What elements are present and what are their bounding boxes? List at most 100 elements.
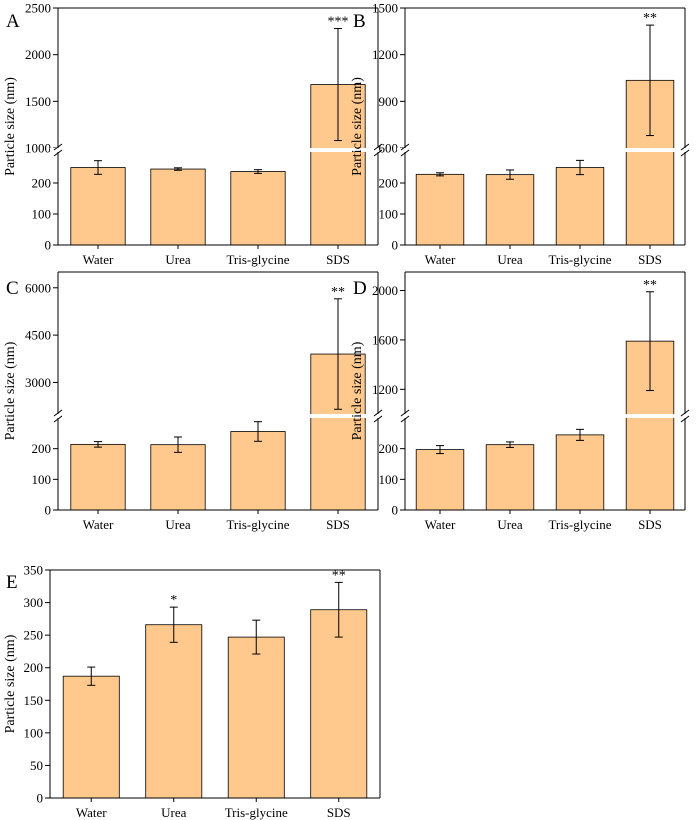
bar — [415, 449, 465, 511]
y-axis-title: Particle size (nm) — [3, 634, 18, 733]
significance-marker: *** — [328, 15, 349, 30]
y-tick-label: 200 — [24, 660, 44, 675]
x-tick-label: Tris-glycine — [225, 805, 288, 820]
bar — [555, 434, 605, 511]
chart-panel-b: Water Urea Tris-glycine ** SDS 0 100 200 600 900 1… — [350, 1, 693, 267]
bar — [70, 167, 126, 246]
y-tick-label: 100 — [24, 725, 44, 740]
significance-marker: ** — [643, 278, 657, 293]
bar — [227, 636, 285, 799]
axis-break-mark — [400, 415, 410, 423]
bar — [70, 443, 126, 511]
bar — [415, 173, 465, 246]
chart-panel-e: Water * Urea Tris-glycine ** SDS 0 50 100 150 200 2… — [3, 563, 381, 820]
y-tick-label: 2000 — [25, 47, 51, 62]
axis-break-mark — [680, 143, 690, 151]
y-tick-label: 200 — [32, 441, 52, 456]
axis-break-mark — [53, 409, 63, 417]
bar — [230, 431, 286, 511]
panel-letter: A — [6, 11, 20, 32]
axis-break-mark — [400, 143, 410, 151]
axis-break-mark — [53, 415, 63, 423]
x-tick-label: Water — [83, 252, 114, 267]
x-tick-label: Urea — [497, 252, 522, 267]
x-tick-label: Tris-glycine — [226, 517, 289, 532]
bar — [230, 171, 286, 246]
chart-panel-a: Water Urea Tris-glycine *** SDS 0 100 200 1000 15… — [3, 1, 386, 267]
axis-break-gap — [397, 414, 693, 418]
panel-letter: B — [353, 11, 366, 32]
y-tick-label: 600 — [379, 141, 399, 156]
axis-break-mark — [680, 149, 690, 157]
x-tick-label: Tris-glycine — [548, 252, 611, 267]
y-tick-label: 0 — [45, 238, 52, 253]
axis-break-mark — [373, 409, 383, 417]
y-axis-title: Particle size (nm) — [350, 341, 365, 440]
x-tick-label: Water — [76, 805, 107, 820]
x-tick-label: Tris-glycine — [548, 517, 611, 532]
x-tick-label: SDS — [327, 805, 351, 820]
x-tick-label: Water — [425, 252, 456, 267]
axis-break-mark — [53, 143, 63, 151]
axis-break-gap — [50, 148, 386, 152]
bar — [150, 168, 206, 246]
axis-break-mark — [680, 415, 690, 423]
y-tick-label: 3000 — [25, 375, 51, 390]
axis-break-mark — [400, 149, 410, 157]
axis-break-mark — [680, 409, 690, 417]
y-axis-title: Particle size (nm) — [3, 77, 18, 176]
axis-break-gap — [50, 414, 386, 418]
chart-panel-d: Water Urea Tris-glycine ** SDS 0 100 200 1200 160… — [350, 271, 693, 532]
y-tick-label: 50 — [30, 758, 43, 773]
y-tick-label: 0 — [392, 503, 399, 518]
x-tick-label: Water — [83, 517, 114, 532]
bar — [62, 675, 120, 799]
y-tick-label: 350 — [24, 563, 44, 578]
x-tick-label: Urea — [161, 805, 186, 820]
y-tick-label: 1000 — [25, 141, 51, 156]
panel-letter: C — [6, 278, 19, 299]
y-axis-title: Particle size (nm) — [3, 341, 18, 440]
y-tick-label: 150 — [24, 693, 44, 708]
y-tick-label: 100 — [32, 207, 52, 222]
significance-marker: ** — [331, 285, 345, 300]
y-tick-label: 4500 — [25, 328, 51, 343]
bar — [145, 624, 203, 799]
y-tick-label: 1500 — [372, 1, 398, 16]
y-tick-label: 300 — [24, 595, 44, 610]
y-tick-label: 0 — [37, 791, 44, 806]
x-tick-label: Urea — [165, 252, 190, 267]
y-tick-label: 1500 — [25, 94, 51, 109]
y-tick-label: 100 — [379, 207, 399, 222]
x-tick-label: Tris-glycine — [226, 252, 289, 267]
axis-break-mark — [400, 409, 410, 417]
y-tick-label: 1200 — [372, 47, 398, 62]
y-tick-label: 200 — [379, 176, 399, 191]
y-tick-label: 200 — [32, 176, 52, 191]
significance-marker: * — [170, 593, 177, 608]
x-tick-label: Water — [425, 517, 456, 532]
bar — [485, 444, 535, 511]
y-tick-label: 1200 — [372, 382, 398, 397]
y-tick-label: 900 — [379, 94, 399, 109]
panel-letter: E — [6, 572, 18, 593]
bar — [485, 174, 535, 246]
y-tick-label: 100 — [379, 472, 399, 487]
x-tick-label: Urea — [165, 517, 190, 532]
y-tick-label: 2000 — [372, 283, 398, 298]
y-tick-label: 6000 — [25, 280, 51, 295]
axis-break-mark — [373, 415, 383, 423]
y-axis-title: Particle size (nm) — [350, 77, 365, 176]
bar — [555, 167, 605, 246]
x-tick-label: SDS — [638, 517, 662, 532]
significance-marker: ** — [643, 11, 657, 26]
chart-panel-c: Water Urea Tris-glycine ** SDS 0 100 200 3000 450… — [3, 271, 386, 532]
axis-break-mark — [373, 143, 383, 151]
x-tick-label: Urea — [497, 517, 522, 532]
axis-break-mark — [53, 149, 63, 157]
y-tick-label: 250 — [24, 628, 44, 643]
x-tick-label: SDS — [326, 252, 350, 267]
y-tick-label: 1600 — [372, 332, 398, 347]
y-tick-label: 2500 — [25, 1, 51, 16]
